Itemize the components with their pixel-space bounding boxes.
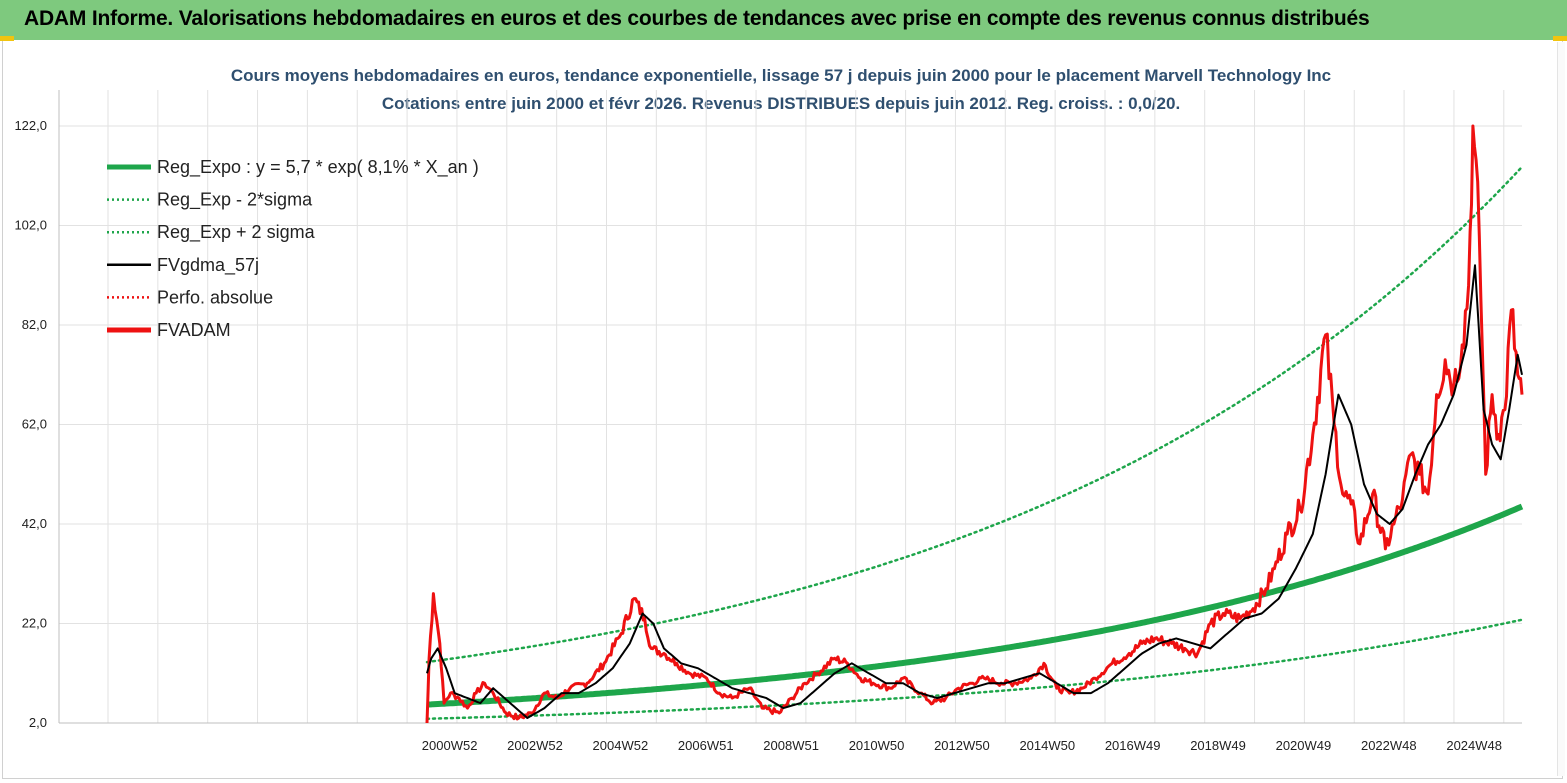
legend-label: Reg_Exp - 2*sigma <box>157 190 313 211</box>
legend-label: Reg_Exp + 2 sigma <box>157 222 316 243</box>
x-tick-label: 2018W49 <box>1190 738 1246 753</box>
banner-accent-right <box>1553 36 1567 41</box>
y-tick-label: 2,0 <box>29 715 47 730</box>
reg-expo-line <box>426 503 1524 708</box>
y-tick-label: 102,0 <box>14 218 47 233</box>
y-tick-label: 62,0 <box>22 417 47 432</box>
chart-subtitle: Cotations entre juin 2000 et févr 2026. … <box>382 94 1180 113</box>
y-tick-label: 122,0 <box>14 118 47 133</box>
reg-exp-minus-2sigma-line <box>425 618 1524 721</box>
axes: 2,0 22,0 42,0 62,0 82,0 102,0 122,0 2000W52 2002… <box>14 90 1522 753</box>
header-title: ADAM Informe. Valorisations hebdomadaire… <box>24 7 1370 30</box>
legend: Reg_Expo : y = 5,7 * exp( 8,1% * X_an ) R… <box>107 157 479 340</box>
x-tick-label: 2004W52 <box>593 738 649 753</box>
chart-title: Cours moyens hebdomadaires en euros, ten… <box>231 66 1331 85</box>
x-tick-label: 2014W50 <box>1019 738 1075 753</box>
grid <box>59 90 1522 724</box>
legend-label: Reg_Expo : y = 5,7 * exp( 8,1% * X_an ) <box>157 157 479 178</box>
fvadam-line <box>425 124 1524 724</box>
x-tick-label: 2016W49 <box>1105 738 1161 753</box>
y-tick-label: 22,0 <box>22 616 47 631</box>
x-tick-label: 2010W50 <box>849 738 905 753</box>
x-tick-label: 2008W51 <box>763 738 819 753</box>
x-tick-label: 2024W48 <box>1446 738 1502 753</box>
reg-exp-plus-2sigma-line <box>425 165 1524 664</box>
vertical-scrollbar[interactable] <box>1557 42 1565 776</box>
header-banner: ADAM Informe. Valorisations hebdomadaire… <box>0 0 1567 40</box>
x-tick-label: 2000W52 <box>422 738 478 753</box>
x-tick-label: 2002W52 <box>507 738 563 753</box>
fvgdma-line <box>426 264 1523 719</box>
y-tick-label: 82,0 <box>22 317 47 332</box>
y-tick-label: 42,0 <box>22 516 47 531</box>
series-layer <box>425 124 1524 724</box>
legend-label: FVgdma_57j <box>157 255 259 276</box>
x-tick-label: 2022W48 <box>1361 738 1417 753</box>
legend-label: FVADAM <box>157 320 231 340</box>
x-tick-label: 2006W51 <box>678 738 734 753</box>
banner-accent-left <box>0 36 14 41</box>
x-tick-label: 2020W49 <box>1276 738 1332 753</box>
legend-label: Perfo. absolue <box>157 287 273 307</box>
x-tick-label: 2012W50 <box>934 738 990 753</box>
